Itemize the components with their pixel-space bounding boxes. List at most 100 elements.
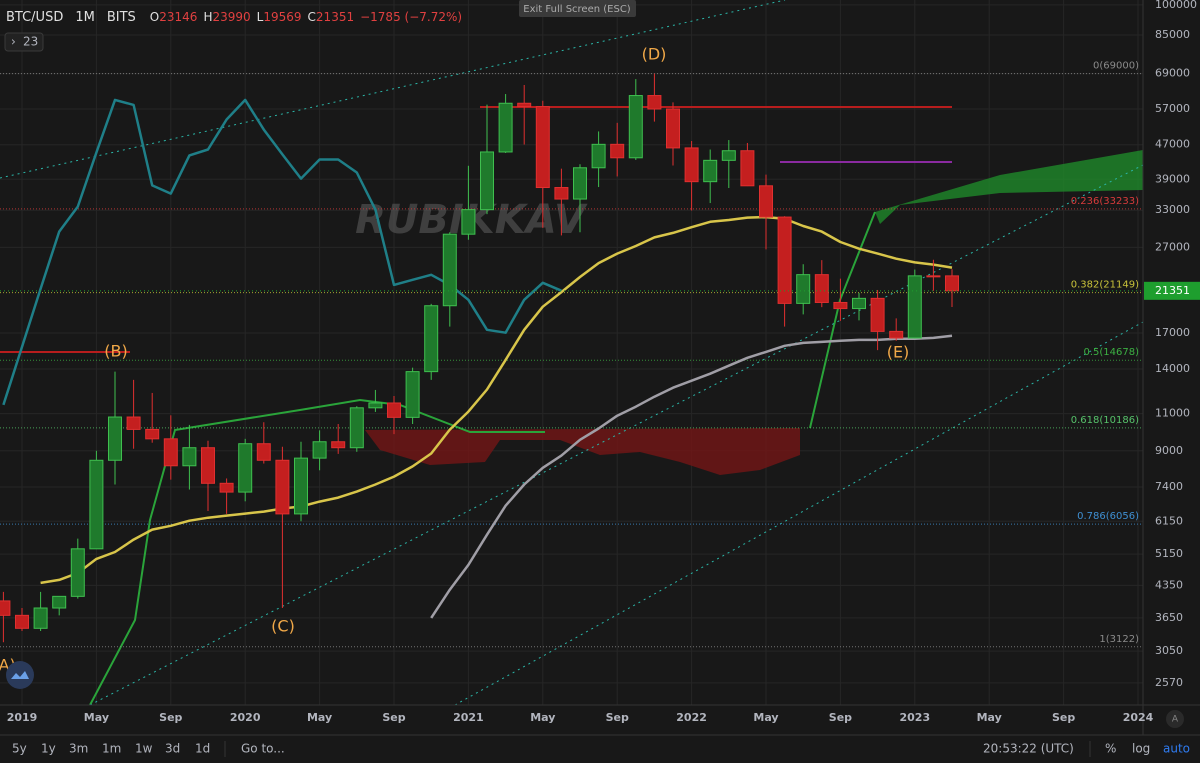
range-button[interactable]: 3m [69,742,88,756]
candle-body [610,143,625,159]
range-button[interactable]: 1y [41,742,56,756]
candle-body [535,106,550,189]
candle-body [424,305,439,373]
candle-body [591,143,606,169]
wave-label: (B) [104,342,127,361]
fib-label: 0.618(10186) [1071,415,1139,426]
candle-body [796,274,811,304]
overlay-line [430,334,953,619]
candle-body [33,607,48,629]
x-tick-label: 2022 [676,711,707,724]
range-button[interactable]: 3d [165,742,180,756]
ohlc-key: L [257,10,264,24]
candle-body [442,233,457,307]
exit-fullscreen-label: Exit Full Screen (ESC) [523,4,631,15]
last-price-label: 21351 [1155,284,1190,297]
ohlc-key: H [203,10,212,24]
y-tick-label: 17000 [1155,326,1190,339]
toolbar: 5y 1y 3m 1m 1w 3d 1d Go to... 20:53:22 (… [12,741,1190,757]
x-tick-label: May [977,711,1002,724]
candle-body [907,275,922,339]
fib-label: 0.236(33233) [1071,196,1139,207]
ohlc-value: 21351 [316,10,354,24]
percent-button[interactable]: % [1105,742,1116,756]
ohlc-value: 23146 [159,10,197,24]
x-tick-label: May [84,711,109,724]
change: −1785 (−7.72%) [360,10,462,24]
candle-body [70,548,85,597]
y-tick-label: 4350 [1155,578,1183,591]
overlay-line [2,98,562,406]
chevron-icon: › [11,35,16,49]
fib-label: 1(3122) [1099,634,1139,645]
symbol: BTC/USD [6,10,63,25]
x-tick-label: Sep [159,711,182,724]
wave-label: (E) [887,343,910,362]
candle-body [219,482,234,493]
candle-body [814,274,829,303]
candle-body [647,95,662,110]
candle-body [628,95,643,159]
channel-line [0,0,786,179]
y-tick-label: 57000 [1155,102,1190,115]
y-tick-label: 7400 [1155,480,1183,493]
y-tick-label: 3650 [1155,611,1183,624]
logo[interactable] [6,661,34,689]
y-tick-label: 11000 [1155,407,1190,420]
exit-fullscreen-button[interactable] [519,0,636,17]
x-tick-label: Sep [606,711,629,724]
header: BTC/USD 1M BITS O23146 H23990 L19569 C21351 −17… [6,10,462,25]
ohlc-value: 19569 [263,10,301,24]
candle-body [89,459,104,550]
x-tick-label: 2024 [1123,711,1154,724]
candle-body [852,297,866,310]
candle-body [554,187,569,200]
clock: 20:53:22 (UTC) [983,742,1074,756]
candle-body [275,459,290,515]
axis-settings[interactable] [1166,710,1184,728]
x-tick-label: May [307,711,332,724]
wave-label: (C) [271,617,295,636]
indicators-toggle[interactable] [4,32,44,52]
y-tick-label: 9000 [1155,444,1183,457]
ohlc-key: O [150,10,159,24]
range-button[interactable]: 5y [12,742,27,756]
ohlc-key: C [308,10,316,24]
fib-label: 0(69000) [1093,61,1139,72]
x-tick-label: 2019 [7,711,38,724]
candle-body [312,441,327,459]
goto-button[interactable]: Go to... [241,742,285,756]
candle-body [666,108,680,149]
candle-body [238,443,253,493]
y-tick-label: 33000 [1155,203,1190,216]
candle-body [684,147,699,183]
y-tick-label: 85000 [1155,28,1190,41]
indicators-count: 23 [23,35,38,49]
candle-body [573,167,587,200]
log-button[interactable]: log [1132,742,1150,756]
auto-button[interactable]: auto [1163,742,1190,756]
x-tick-label: May [753,711,778,724]
candle-body [126,416,141,430]
x-tick-label: 2020 [230,711,261,724]
candle-body [517,102,532,108]
candle-body [405,371,420,418]
range-button[interactable]: 1d [195,742,210,756]
x-tick-label: Sep [829,711,852,724]
y-tick-label: 14000 [1155,362,1190,375]
fib-label: 0.382(21149) [1071,280,1139,291]
x-tick-label: Sep [382,711,405,724]
x-tick-label: Sep [1052,711,1075,724]
candle-body [0,600,11,616]
range-button[interactable]: 1m [102,742,121,756]
fib-label: 0.5(14678) [1083,347,1139,358]
y-tick-label: 6150 [1155,514,1183,527]
range-button[interactable]: 1w [135,742,153,756]
y-tick-label: 47000 [1155,138,1190,151]
y-tick-label: 39000 [1155,172,1190,185]
candle-body [163,438,178,467]
candle-body [145,428,160,440]
candle-body [889,330,904,339]
